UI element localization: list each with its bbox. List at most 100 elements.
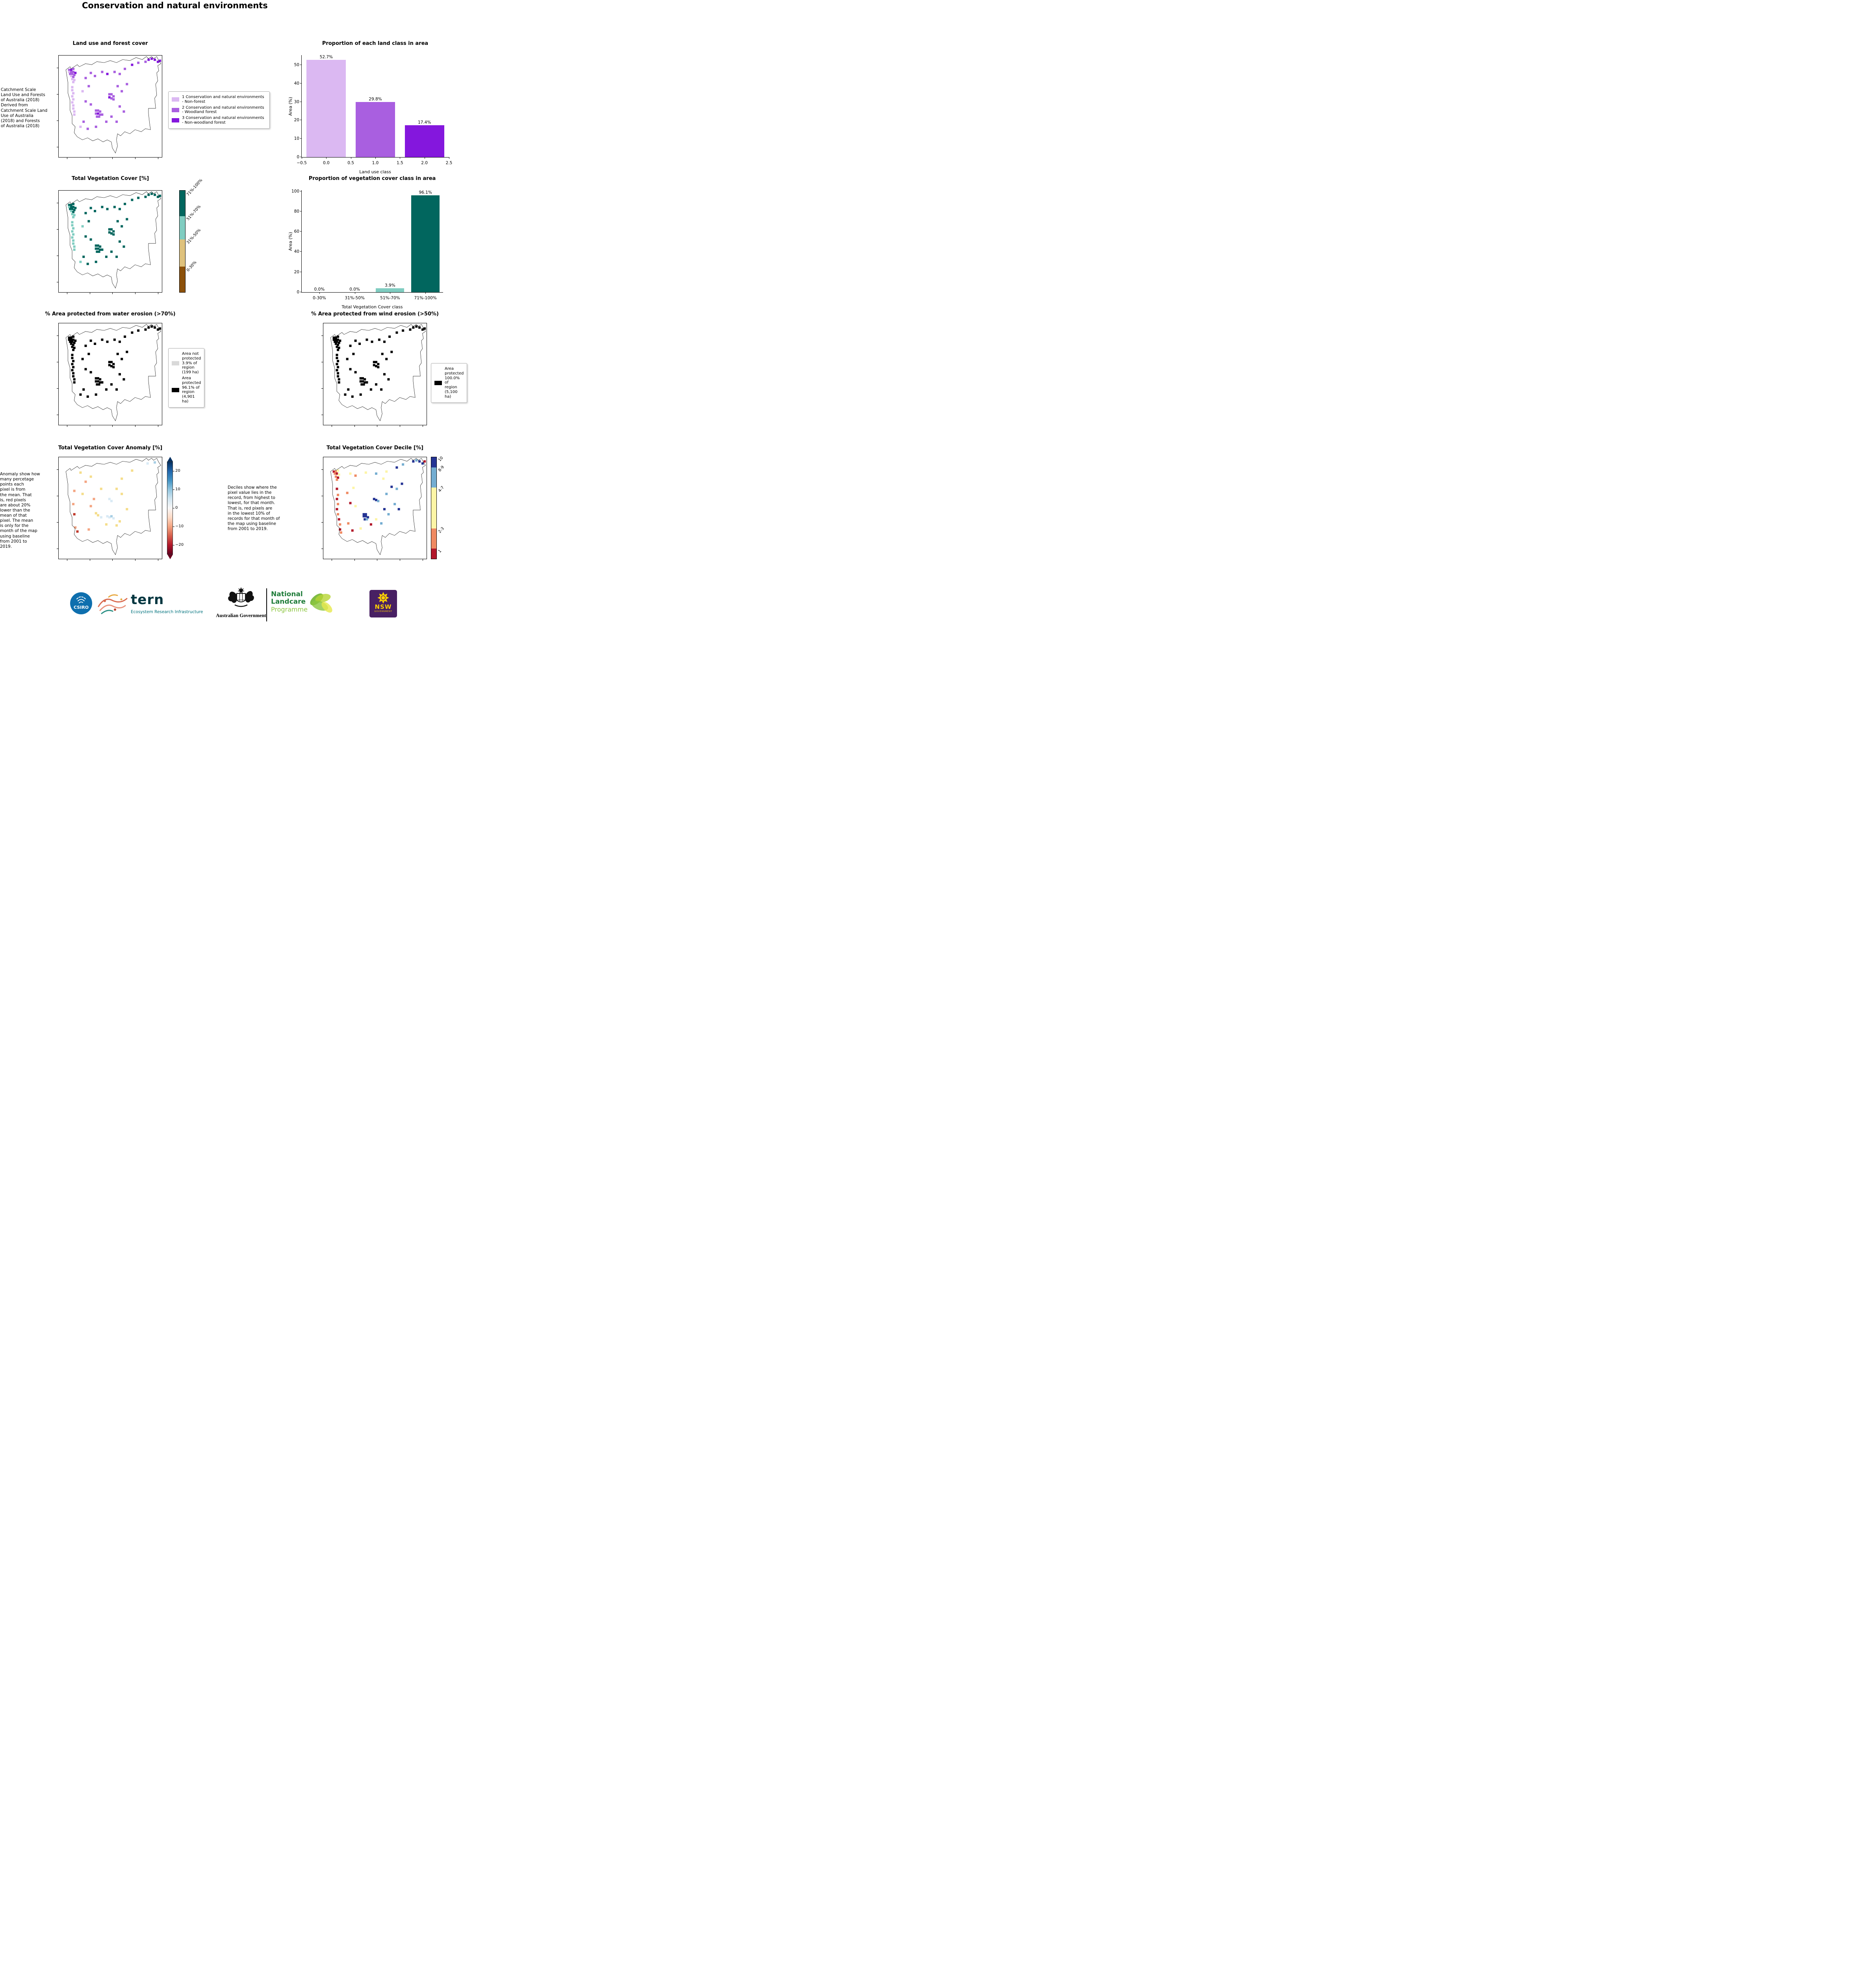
map-pixel [409,328,412,331]
map-pixel [364,378,366,381]
bar-value-label: 0.0% [349,287,360,292]
map-pixel [108,96,111,99]
map-pixel [358,343,361,345]
bar-value-label: 52.7% [319,55,333,60]
csiro-logo-text: CSIRO [74,605,89,610]
map-pixel [72,360,75,362]
x-axis-tick [375,157,376,159]
map-pixel [144,195,147,198]
national-landcare-logo: National Landcare Programme [271,590,308,613]
bar [411,195,440,292]
axis-tick [354,425,355,427]
map-pixel [72,338,75,341]
map-pixel [96,244,99,247]
map-pixel [105,523,108,526]
map-pixel [387,513,390,515]
map-pixel [108,228,111,231]
map-pixel [73,381,76,384]
map-pixel [113,206,116,208]
bar [356,102,395,157]
map-pixel [154,58,156,61]
map-pixel [101,338,104,341]
map-pixel [334,336,337,339]
map-pixel [118,240,121,243]
map-pixel [96,380,99,383]
bar-value-label: 96.1% [419,190,432,195]
map-pixel [336,508,338,510]
csiro-logo: CSIRO [70,592,92,614]
map-pixel [121,477,123,480]
map-pixel [137,329,140,332]
axis-tick [112,158,113,159]
landcare-word-national: National [271,590,303,598]
map-pixel [95,244,97,247]
map-pixel [116,85,119,87]
map-pixel [362,515,365,517]
map-pixel [87,220,90,222]
legend-swatch [172,387,179,392]
map-canvas [323,457,427,559]
map-pixel [122,245,125,248]
map-pixel [68,336,71,339]
map-pixel [351,395,354,398]
map-pixel [72,206,75,208]
legend-swatch [434,380,442,385]
map-pixel [71,86,74,89]
map-pixel [338,347,340,349]
legend-swatch [172,97,179,102]
map-pixel [70,206,72,208]
map-pixel [369,388,372,391]
map-pixel [390,350,393,353]
map-pixel [73,513,76,515]
map-pixel [112,366,115,369]
map-pixel [99,248,102,251]
map-pixel [112,230,115,233]
map-pixel [108,361,111,363]
map-pixel [336,363,338,365]
map-pixel [84,345,87,347]
map-pixel [159,59,161,62]
map-pixel [385,470,388,473]
map-pixel [131,198,134,201]
map-pixel [337,503,340,506]
map-pixel [366,381,368,384]
x-axis-tick-label: 0-30% [312,296,326,300]
legend-label: 1 Conservation and natural environments … [182,95,264,104]
map-pixel [338,473,340,476]
map-pixel [73,248,76,251]
map-pixel [74,207,77,210]
map-pixel [72,98,75,101]
map-pixel [337,493,340,496]
map-pixel [385,493,388,495]
map-pixel [99,113,102,116]
map-pixel [346,358,349,360]
map-pixel [112,233,115,236]
colorbar-bottom-arrow [167,554,173,559]
map-pixel [351,529,354,532]
map-pixel [106,72,109,75]
map-pixel [89,103,92,106]
x-axis-tick [425,292,426,294]
colorbar-segment [180,239,185,267]
colorbar-tick-label: −10 [175,524,184,529]
colorbar-bar [179,190,186,293]
map-pixel [359,377,362,380]
map-pixel [336,369,338,372]
map-pixel [89,72,92,74]
bar [405,125,444,157]
map-pixel [89,238,92,241]
map-pixel [364,381,366,384]
map-pixel [124,67,126,70]
map-pixel [82,121,85,123]
map-pixel [95,261,97,263]
map-pixel [84,100,87,103]
veg-class-chart-title: Proportion of vegetation cover class in … [308,176,436,182]
map-pixel [361,380,364,383]
map-pixel [73,209,76,211]
map-pixel [72,242,75,245]
bar-value-label: 3.9% [385,283,395,288]
map-pixel [346,491,349,494]
map-pixel [87,85,90,87]
map-pixel [96,383,98,386]
map-pixel [375,383,378,386]
